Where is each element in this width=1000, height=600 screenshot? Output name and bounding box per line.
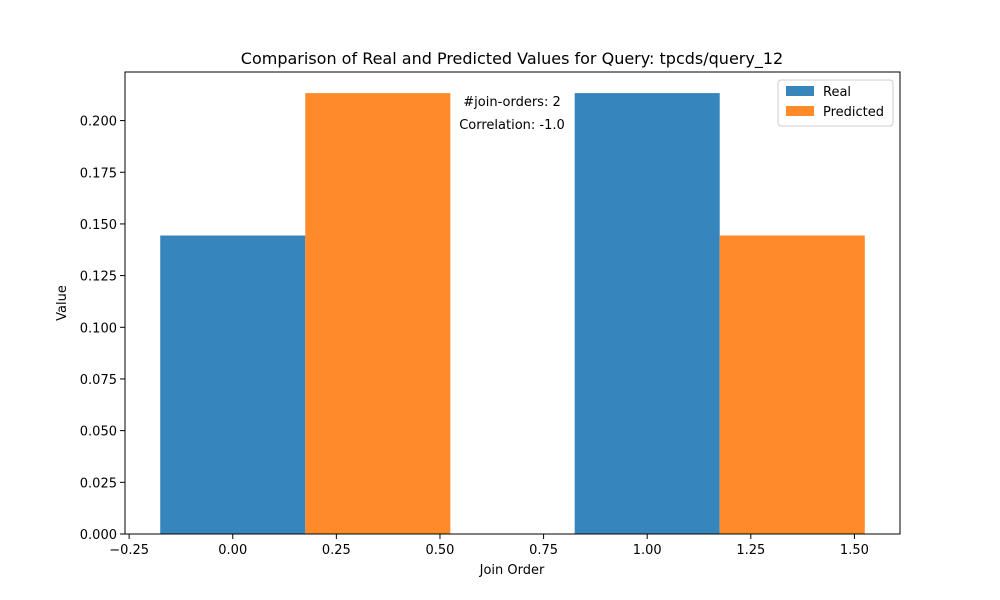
annotation-join-orders: #join-orders: 2	[463, 95, 560, 110]
x-tick-label: 0.50	[425, 543, 454, 558]
legend-label-real: Real	[823, 85, 851, 100]
y-tick-label: 0.200	[80, 115, 117, 130]
legend-swatch-real	[786, 86, 814, 96]
bars-group	[160, 93, 865, 534]
x-tick-label: 1.00	[633, 543, 662, 558]
legend: Real Predicted	[777, 79, 894, 127]
y-tick-label: 0.150	[80, 218, 117, 233]
x-tick-label: 0.75	[529, 543, 558, 558]
x-tick-label: 0.00	[218, 543, 247, 558]
annotation-correlation: Correlation: -1.0	[459, 118, 565, 133]
y-tick-label: 0.000	[80, 528, 117, 543]
y-tick-label: 0.050	[80, 425, 117, 440]
bar-predicted-1	[719, 235, 865, 534]
plot-frame	[124, 71, 901, 535]
x-tick-label: 1.25	[736, 543, 765, 558]
y-tick-label: 0.100	[80, 321, 117, 336]
legend-swatch-predicted	[786, 106, 814, 116]
legend-label-predicted: Predicted	[823, 105, 884, 120]
x-axis-label: Join Order	[479, 563, 545, 578]
y-axis-label: Value	[55, 285, 70, 321]
bar-predicted-0	[305, 93, 451, 534]
bar-real-1	[574, 93, 720, 534]
chart-title: Comparison of Real and Predicted Values …	[241, 49, 783, 69]
y-axis: 0.000 0.025 0.050 0.075 0.100 0.125 0.150 0.175…	[80, 115, 125, 543]
x-tick-label: −0.25	[109, 543, 149, 558]
x-tick-label: 0.25	[322, 543, 351, 558]
x-axis: −0.25 0.00 0.25 0.50 0.75 1.00 1.25 1.50	[109, 534, 869, 558]
bar-real-0	[160, 235, 306, 534]
y-tick-label: 0.125	[80, 270, 117, 285]
y-tick-label: 0.075	[80, 373, 117, 388]
x-tick-label: 1.50	[840, 543, 869, 558]
y-tick-label: 0.175	[80, 166, 117, 181]
y-tick-label: 0.025	[80, 476, 117, 491]
